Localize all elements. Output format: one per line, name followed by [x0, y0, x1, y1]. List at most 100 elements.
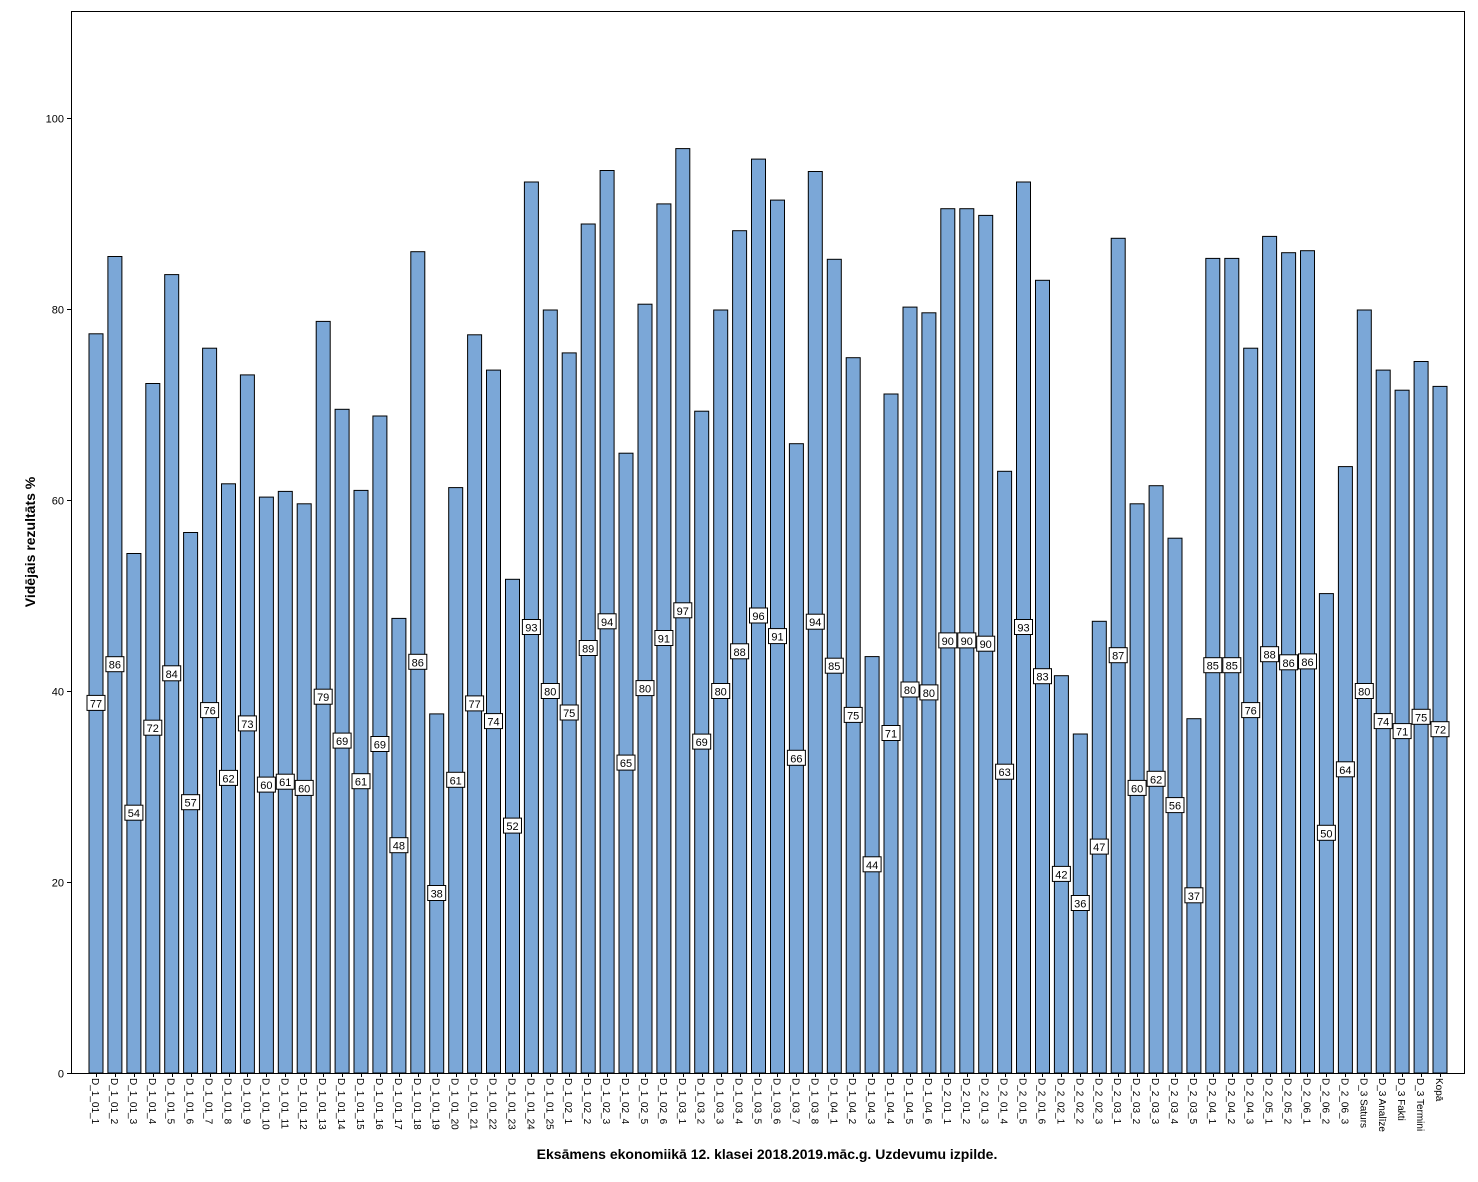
data-label: 60 [294, 779, 314, 796]
x-category-label: D_2_03_3 [1149, 1078, 1160, 1125]
x-category-label: D_1_01_8 [222, 1078, 233, 1125]
data-label: 50 [1316, 824, 1336, 841]
data-label-text: 69 [374, 740, 386, 752]
data-label-text: 63 [998, 767, 1010, 779]
x-category-label: D_1_03_4 [733, 1078, 744, 1125]
x-category-label: D_2_06_2 [1319, 1078, 1330, 1125]
x-category-label: D_1_01_19 [430, 1078, 441, 1130]
data-label-text: 74 [487, 717, 499, 729]
data-label-box [1411, 708, 1431, 725]
x-category-label: D_2_02_1 [1054, 1078, 1065, 1125]
data-label-box [275, 773, 295, 790]
y-axis-title: Vidējais rezultāts % [22, 476, 38, 607]
data-label-text: 88 [1263, 650, 1275, 662]
x-category-label: D_1_01_14 [335, 1078, 346, 1130]
x-category-label: D_2_03_2 [1130, 1078, 1141, 1125]
data-label-text: 48 [393, 841, 405, 853]
data-label: 96 [749, 607, 768, 624]
data-label-box [1373, 713, 1393, 730]
data-label-box [200, 702, 220, 719]
data-label: 91 [654, 630, 674, 646]
x-category-label: D_2_04_1 [1206, 1078, 1217, 1125]
x-category-label: D_1_02_2 [581, 1078, 592, 1125]
y-axis: 0 20 40 60 80 100 [46, 114, 72, 1081]
data-label-box [673, 602, 693, 619]
data-label-box [465, 695, 485, 712]
data-label-text: 57 [184, 798, 196, 810]
data-label: 54 [124, 804, 144, 821]
data-label-text: 94 [809, 617, 821, 629]
x-category-label: Kopā [1433, 1078, 1444, 1102]
data-label: 80 [635, 680, 655, 697]
data-label-text: 60 [1131, 783, 1143, 795]
data-label-box [938, 632, 958, 649]
data-label-box [1260, 646, 1280, 663]
x-category-label: D_1_01_23 [506, 1078, 517, 1130]
data-label-text: 84 [166, 669, 178, 681]
data-label-box [105, 656, 125, 673]
data-label: 76 [1241, 702, 1261, 719]
data-label-text: 87 [1112, 651, 1124, 663]
data-label-box [351, 773, 371, 790]
data-label-box [1222, 657, 1242, 674]
data-label: 37 [1184, 887, 1204, 904]
data-label: 42 [1051, 865, 1071, 882]
data-label: 61 [275, 773, 295, 790]
data-label-text: 90 [942, 636, 954, 648]
data-label-text: 93 [1017, 623, 1029, 635]
data-label: 80 [711, 683, 731, 699]
x-category-label: D_2_01_5 [1017, 1078, 1028, 1125]
data-label-text: 71 [885, 729, 897, 741]
data-label-text: 90 [961, 636, 973, 648]
data-label-box [692, 733, 712, 750]
data-label: 85 [824, 657, 844, 674]
data-label: 75 [843, 706, 863, 723]
data-label: 69 [370, 736, 390, 752]
data-label-text: 80 [544, 687, 556, 699]
data-label-box [995, 763, 1015, 780]
data-label: 72 [143, 719, 163, 736]
data-label: 80 [1354, 683, 1374, 699]
data-label-box [616, 754, 636, 771]
data-label-box [749, 607, 768, 624]
data-label-box [1165, 797, 1185, 814]
data-label-box [1146, 770, 1166, 787]
data-label: 62 [219, 769, 238, 786]
data-label-text: 77 [90, 698, 102, 710]
data-label: 56 [1165, 797, 1185, 814]
data-label-text: 80 [1358, 687, 1370, 699]
data-label-text: 86 [1282, 658, 1294, 670]
data-label-text: 61 [355, 777, 367, 789]
data-label: 80 [900, 681, 920, 698]
data-label: 77 [86, 694, 106, 711]
data-label-text: 76 [203, 706, 215, 718]
data-label: 75 [559, 704, 579, 721]
x-category-label: D_3 Fakti [1395, 1078, 1406, 1121]
data-label-text: 62 [222, 773, 234, 785]
data-label-box [1089, 838, 1109, 855]
x-category-label: D_1_01_1 [89, 1078, 100, 1125]
x-category-label: D_3 Analīze [1376, 1078, 1387, 1132]
x-category-label: D_2_02_3 [1092, 1078, 1103, 1125]
data-label-box [370, 736, 390, 752]
data-label: 94 [597, 613, 617, 630]
data-label-text: 86 [412, 657, 424, 669]
data-label-text: 47 [1093, 842, 1105, 854]
x-category-label: D_1_01_13 [316, 1078, 327, 1130]
data-label-box [237, 715, 257, 732]
data-label-text: 76 [1245, 706, 1257, 718]
data-label-text: 38 [431, 889, 443, 901]
data-label-text: 83 [1036, 672, 1048, 684]
data-label-box [578, 640, 598, 656]
x-category-label: D_1_03_2 [695, 1078, 706, 1125]
data-label-box [181, 794, 201, 811]
data-label-text: 66 [790, 753, 802, 765]
data-label: 76 [200, 702, 220, 719]
data-label: 74 [1373, 713, 1393, 730]
x-category-label: D_1_04_4 [884, 1078, 895, 1125]
data-label: 44 [862, 856, 882, 873]
data-label-text: 96 [752, 611, 764, 623]
x-category-label: D_2_01_1 [941, 1078, 952, 1125]
x-category-label: D_1_01_9 [240, 1078, 251, 1125]
